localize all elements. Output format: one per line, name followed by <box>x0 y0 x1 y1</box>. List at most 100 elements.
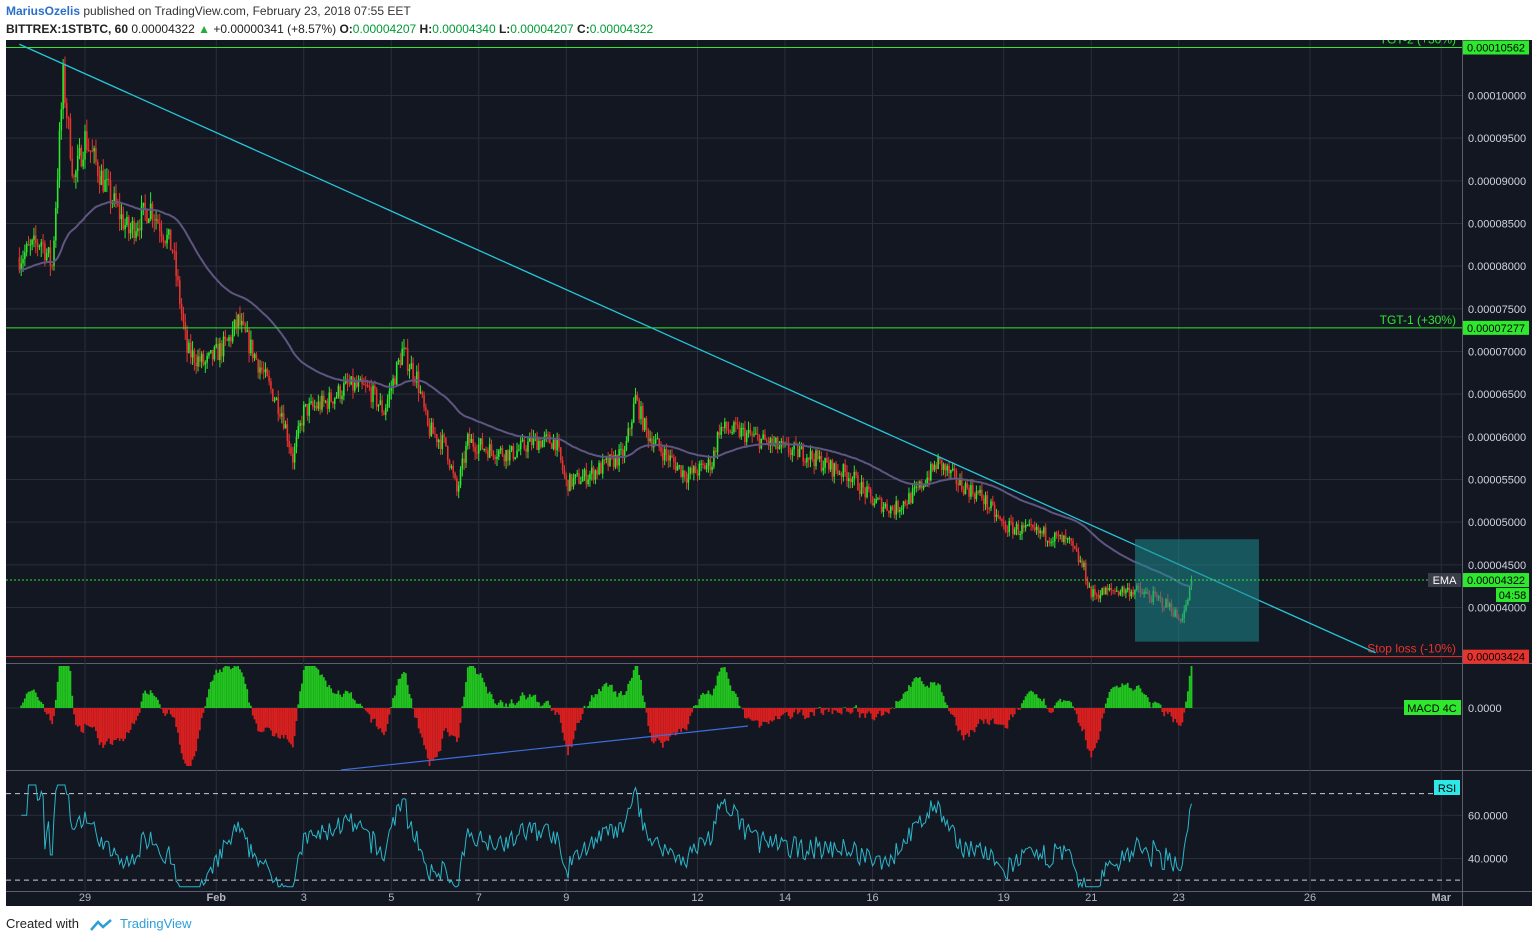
candle-body <box>970 485 972 497</box>
candle-body <box>554 439 557 451</box>
candle-body <box>408 369 411 371</box>
macd-bar <box>1135 685 1138 708</box>
candle-body <box>1004 524 1007 532</box>
candle-body <box>430 422 433 436</box>
candle-body <box>339 385 342 399</box>
trading-chart[interactable]: 29 Feb 3 5 7 9 12 14 16 19 21 23 26 Mar 0.00010000 0.00… <box>6 40 1532 906</box>
candle-body <box>80 147 83 167</box>
candle-body <box>718 432 721 435</box>
macd-bar <box>122 708 125 742</box>
candle-body <box>674 462 677 471</box>
macd-bar <box>977 708 980 724</box>
macd-bar <box>306 666 309 708</box>
macd-bar <box>392 698 394 708</box>
candle-body <box>612 455 615 468</box>
candle-body <box>96 161 99 176</box>
candle-body <box>153 219 156 221</box>
publish-info: MariusOzelis published on TradingView.co… <box>6 4 411 18</box>
macd-bar <box>725 672 728 708</box>
candle-body <box>521 439 524 442</box>
macd-bar <box>217 672 219 708</box>
macd-label: MACD 4C <box>1407 703 1457 715</box>
footer: Created with TradingView <box>6 916 192 932</box>
macd-bar <box>765 708 768 723</box>
macd-bar <box>1146 697 1149 708</box>
macd-bar <box>177 708 179 733</box>
macd-bar <box>764 708 766 722</box>
candle-body <box>1074 546 1076 549</box>
macd-bar <box>1057 700 1060 708</box>
candle-body <box>384 407 387 415</box>
macd-bar <box>95 708 97 731</box>
macd-bar <box>918 677 921 708</box>
macd-bar <box>249 705 252 708</box>
candle-body <box>1044 527 1047 541</box>
candle-body <box>906 504 908 506</box>
macd-bar <box>576 708 579 723</box>
candle-body <box>764 434 766 441</box>
macd-bar <box>423 708 425 746</box>
macd-bar <box>65 666 68 708</box>
candle-body <box>632 403 635 423</box>
macd-bar <box>1095 708 1098 744</box>
macd-bar <box>1048 708 1051 713</box>
y-tick-label: 0.00004500 <box>1468 560 1526 572</box>
macd-bar <box>419 708 422 734</box>
candle-body <box>771 438 774 446</box>
candle-body <box>720 426 722 435</box>
macd-bar <box>142 693 145 708</box>
candle-body <box>341 395 343 399</box>
macd-bar <box>1143 694 1146 708</box>
macd-bar <box>866 708 868 714</box>
candle-body <box>547 434 549 436</box>
macd-bar <box>373 708 376 719</box>
candle-body <box>217 344 219 361</box>
macd-bar <box>126 708 128 733</box>
macd-bar <box>259 708 261 732</box>
candle-body <box>523 439 526 449</box>
candle-body <box>333 398 336 404</box>
macd-bar <box>275 708 278 734</box>
candle-body <box>702 463 704 465</box>
candle-body <box>911 488 914 503</box>
candle-body <box>864 487 867 498</box>
macd-bar <box>1134 689 1136 708</box>
candle-body <box>961 478 963 490</box>
candle-body <box>390 388 393 391</box>
candle-body <box>585 469 588 484</box>
candle-body <box>142 202 145 207</box>
macd-bar <box>760 708 763 726</box>
candle-body <box>395 362 398 385</box>
macd-bar <box>127 708 130 734</box>
macd-bar <box>167 708 170 710</box>
candle-body <box>151 203 154 220</box>
candle-body <box>793 443 795 450</box>
macd-bar <box>858 708 861 718</box>
tradingview-link[interactable]: TradingView <box>120 916 192 931</box>
macd-bar <box>169 708 172 715</box>
macd-bar <box>587 706 590 708</box>
macd-bar <box>1024 696 1027 708</box>
candle-body <box>1083 562 1085 567</box>
candle-body <box>516 450 518 458</box>
candle-body <box>470 439 473 443</box>
author-link[interactable]: MariusOzelis <box>6 4 81 18</box>
macd-bar <box>147 694 150 708</box>
macd-bar <box>1155 702 1158 708</box>
y-tick-label: 0.00004000 <box>1468 603 1526 615</box>
open-label: O: <box>339 22 353 36</box>
candle-body <box>696 473 699 476</box>
candle-body <box>755 433 757 435</box>
macd-bar <box>1046 708 1049 710</box>
candle-body <box>973 494 976 500</box>
macd-bar <box>558 708 560 715</box>
macd-bar <box>414 708 416 718</box>
macd-bar <box>432 708 435 761</box>
macd-bar <box>610 684 613 708</box>
macd-bar <box>928 687 930 708</box>
candle-body <box>117 203 119 205</box>
macd-bar <box>605 682 608 708</box>
macd-bar <box>361 706 363 708</box>
macd-bar <box>268 708 271 729</box>
macd-bar <box>355 703 358 708</box>
